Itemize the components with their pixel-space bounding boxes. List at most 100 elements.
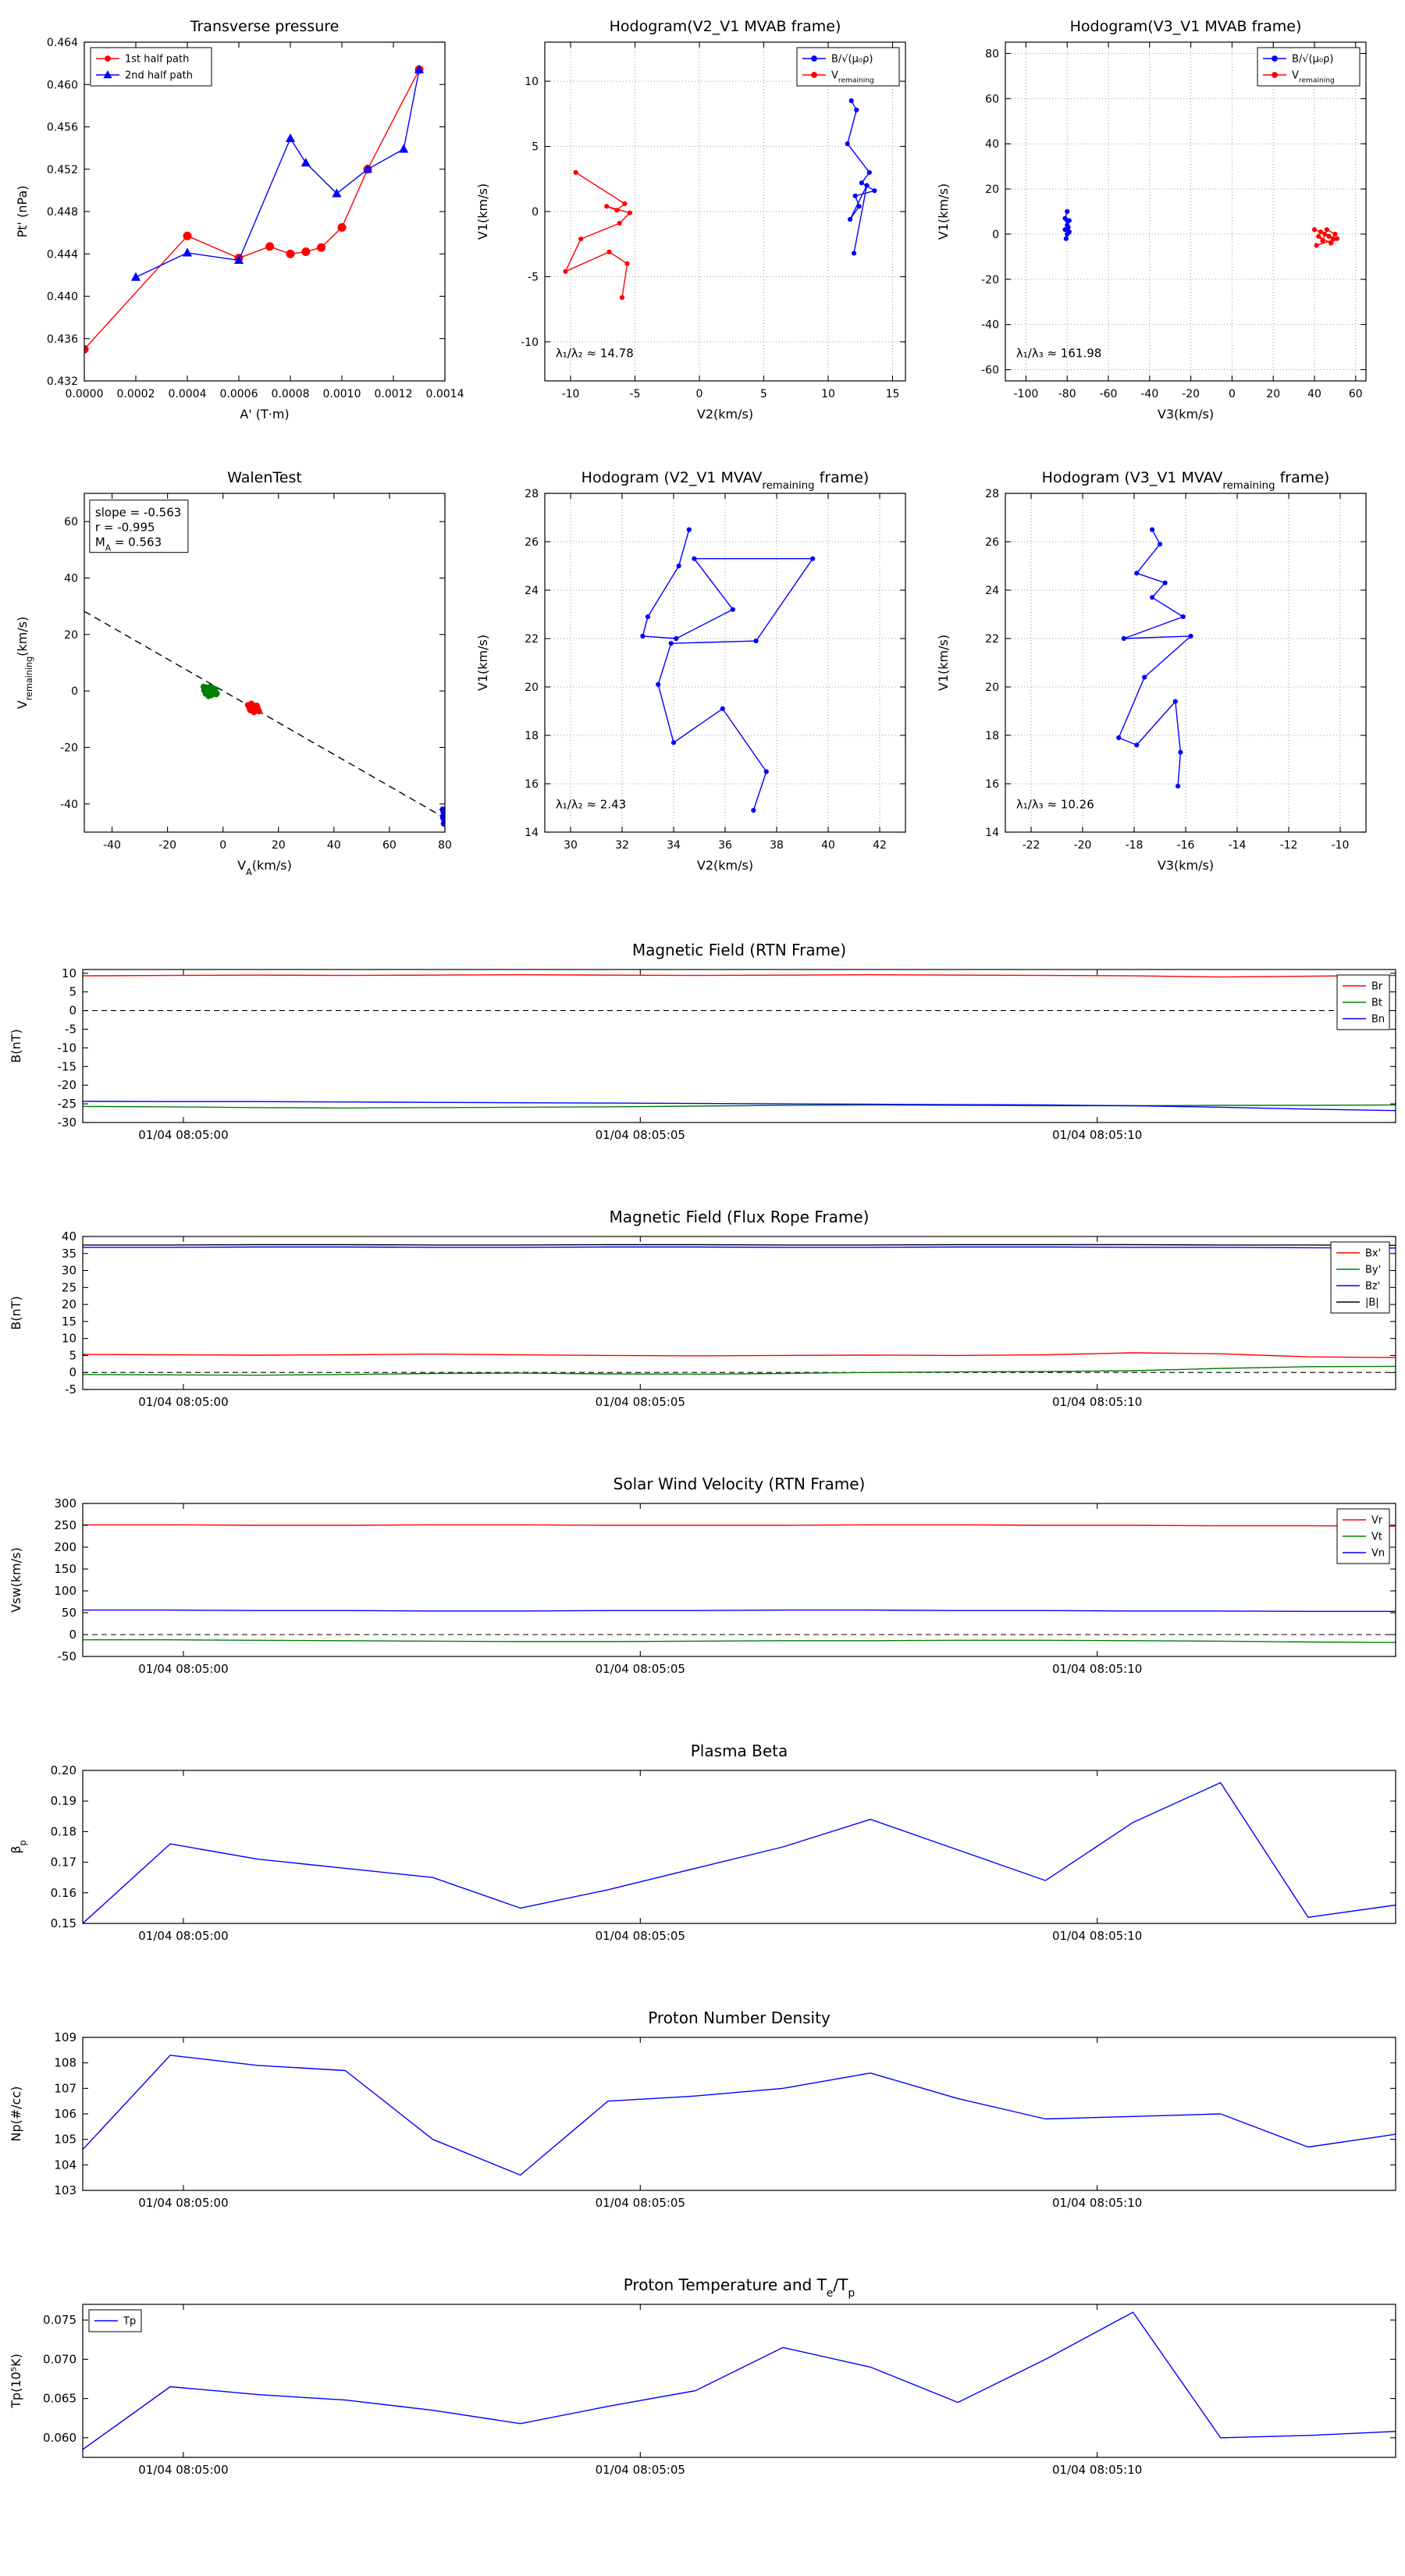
y-tick-label: 10	[62, 966, 76, 980]
annotation: λ₁/λ₃ ≈ 10.26	[1016, 798, 1094, 812]
circle-marker	[84, 344, 89, 354]
y-tick-label: 35	[62, 1247, 76, 1261]
dot-marker	[1314, 243, 1319, 248]
triangle-marker	[362, 164, 373, 173]
x-tick-label: 01/04 08:05:05	[596, 2463, 685, 2477]
panel-hodogram-v2v1-mvab: -10 -5 0 5 10 15 -10 -5 0 5 10 Hodogram(V2_V1 MVAB …	[467, 14, 927, 445]
y-tick-label: 300	[54, 1496, 76, 1510]
dot-marker	[1330, 236, 1336, 241]
axes-frame	[82, 969, 1396, 1123]
y-tick-label: 50	[62, 1606, 76, 1620]
dot-marker	[692, 556, 697, 561]
series-Vt	[83, 1638, 1396, 1643]
series-line	[642, 529, 813, 811]
axes-frame	[84, 493, 446, 833]
walen-test-svg: -40 -20 0 20 40 60 80 -40 -20 0 20 40 60 WalenTest VA(…	[15, 469, 452, 877]
legend: B/√(μ₀ρ) Vremaining	[1257, 47, 1361, 87]
y-tick-label: 0	[69, 1004, 76, 1018]
legend: Vr Vt Vn	[1336, 1508, 1390, 1564]
y-tick-label: -10	[58, 1041, 77, 1055]
y-tick-label: 10	[525, 76, 539, 88]
dot-marker	[614, 208, 620, 213]
legend: Tp	[88, 2309, 142, 2332]
y-tick-label: 24	[525, 585, 539, 597]
dot-marker	[856, 204, 862, 209]
dot-marker	[1329, 240, 1334, 246]
y-tick-label: 16	[525, 778, 539, 791]
dot-marker	[624, 261, 630, 266]
y-tick-label: 5	[69, 985, 76, 999]
dot-marker	[1150, 527, 1155, 532]
x-tick-label: -80	[1058, 388, 1076, 400]
x-tick-label: 36	[718, 839, 732, 852]
y-axis-label: B(nT)	[9, 1296, 23, 1329]
y-tick-label: 0.20	[51, 1763, 76, 1777]
panel-solar-wind-velocity: 01/04 08:05:00 01/04 08:05:05 01/04 08:05:…	[0, 1471, 1405, 1738]
x-tick-label: 80	[438, 839, 452, 852]
y-tick-label: 18	[525, 730, 539, 742]
x-tick-label: 20	[1266, 388, 1280, 400]
y-tick-label: 0.070	[43, 2352, 76, 2366]
y-tick-label: -5	[528, 271, 539, 283]
y-axis-label: V1(km/s)	[475, 183, 490, 240]
mag-fluxrope-svg: 01/04 08:05:00 01/04 08:05:05 01/04 08:05:…	[9, 1208, 1396, 1409]
x-tick-label: 32	[615, 839, 629, 852]
dot-marker	[854, 107, 859, 112]
x-tick-label: 01/04 08:05:00	[138, 1128, 228, 1142]
dot-marker	[1162, 580, 1168, 585]
dot-marker	[847, 216, 853, 222]
series-Vremaining	[1311, 227, 1340, 248]
dot-marker	[864, 183, 870, 188]
x-tick-label: 01/04 08:05:00	[138, 2196, 228, 2210]
y-tick-label: 200	[54, 1540, 76, 1554]
legend-label: Bz'	[1365, 1281, 1380, 1293]
legend-label: Bx'	[1365, 1248, 1381, 1260]
y-tick-label: 0	[69, 1365, 76, 1379]
dot-marker	[852, 193, 858, 199]
x-tick-label: -18	[1126, 839, 1144, 852]
panel-magnetic-field-fluxrope: 01/04 08:05:00 01/04 08:05:05 01/04 08:05:…	[0, 1204, 1405, 1471]
x-tick-label: -14	[1229, 839, 1247, 852]
y-tick-label: 0.440	[47, 291, 78, 304]
legend-label: B/√(μ₀ρ)	[831, 54, 873, 66]
panel-plasma-beta: 01/04 08:05:00 01/04 08:05:05 01/04 08:05:…	[0, 1738, 1405, 2005]
axes-frame	[82, 1770, 1396, 1924]
y-tick-label: 0.17	[51, 1856, 76, 1870]
dot-marker	[213, 690, 220, 697]
panel-hodogram-v3v1-mvab: -100 -80 -60 -40 -20 0 20 40 60 -60 -40 -20 0 20 40 60 8…	[927, 14, 1388, 445]
y-tick-label: 0.448	[47, 206, 78, 219]
x-tick-label: -40	[103, 839, 121, 852]
legend-label: Tp	[123, 2316, 136, 2328]
grid	[545, 493, 905, 833]
x-tick-label: 40	[1307, 388, 1321, 400]
x-axis-label: V2(km/s)	[697, 407, 753, 422]
triangle-marker	[285, 133, 296, 143]
dot-marker	[1116, 735, 1122, 741]
panel-proton-temperature: 01/04 08:05:00 01/04 08:05:05 01/04 08:05:…	[0, 2272, 1405, 2539]
dot-marker	[872, 188, 877, 194]
axes-frame	[1005, 41, 1367, 382]
series-Bx'	[83, 1352, 1396, 1358]
ticks: 01/04 08:05:00 01/04 08:05:05 01/04 08:05:…	[51, 1763, 1396, 1943]
dot-marker	[247, 706, 254, 713]
panel-transverse-pressure: 0.0000 0.0002 0.0004 0.0006 0.0008 0.0010 0.00…	[6, 14, 467, 445]
stats-line: r = -0.995	[95, 521, 155, 535]
y-tick-label: 0.452	[47, 164, 78, 176]
ticks: -10 -5 0 5 10 15 -10 -5 0 5 10	[521, 42, 905, 400]
axes-frame	[82, 1236, 1396, 1390]
x-tick-label: 0	[696, 388, 703, 400]
axes-frame	[84, 41, 446, 382]
dot-marker	[622, 201, 628, 207]
dot-marker	[1272, 72, 1278, 78]
x-tick-label: 01/04 08:05:10	[1052, 2463, 1142, 2477]
series-Bn	[83, 1101, 1396, 1112]
ticks: 30 32 34 36 38 40 42 14 16 18 20 22 24 26 28	[525, 488, 905, 852]
x-tick-label: -40	[1140, 388, 1158, 400]
dot-marker	[645, 614, 651, 620]
dot-marker	[1316, 233, 1321, 239]
dot-marker	[252, 706, 259, 713]
series-cluster-blue	[439, 806, 445, 827]
dot-marker	[676, 563, 681, 569]
